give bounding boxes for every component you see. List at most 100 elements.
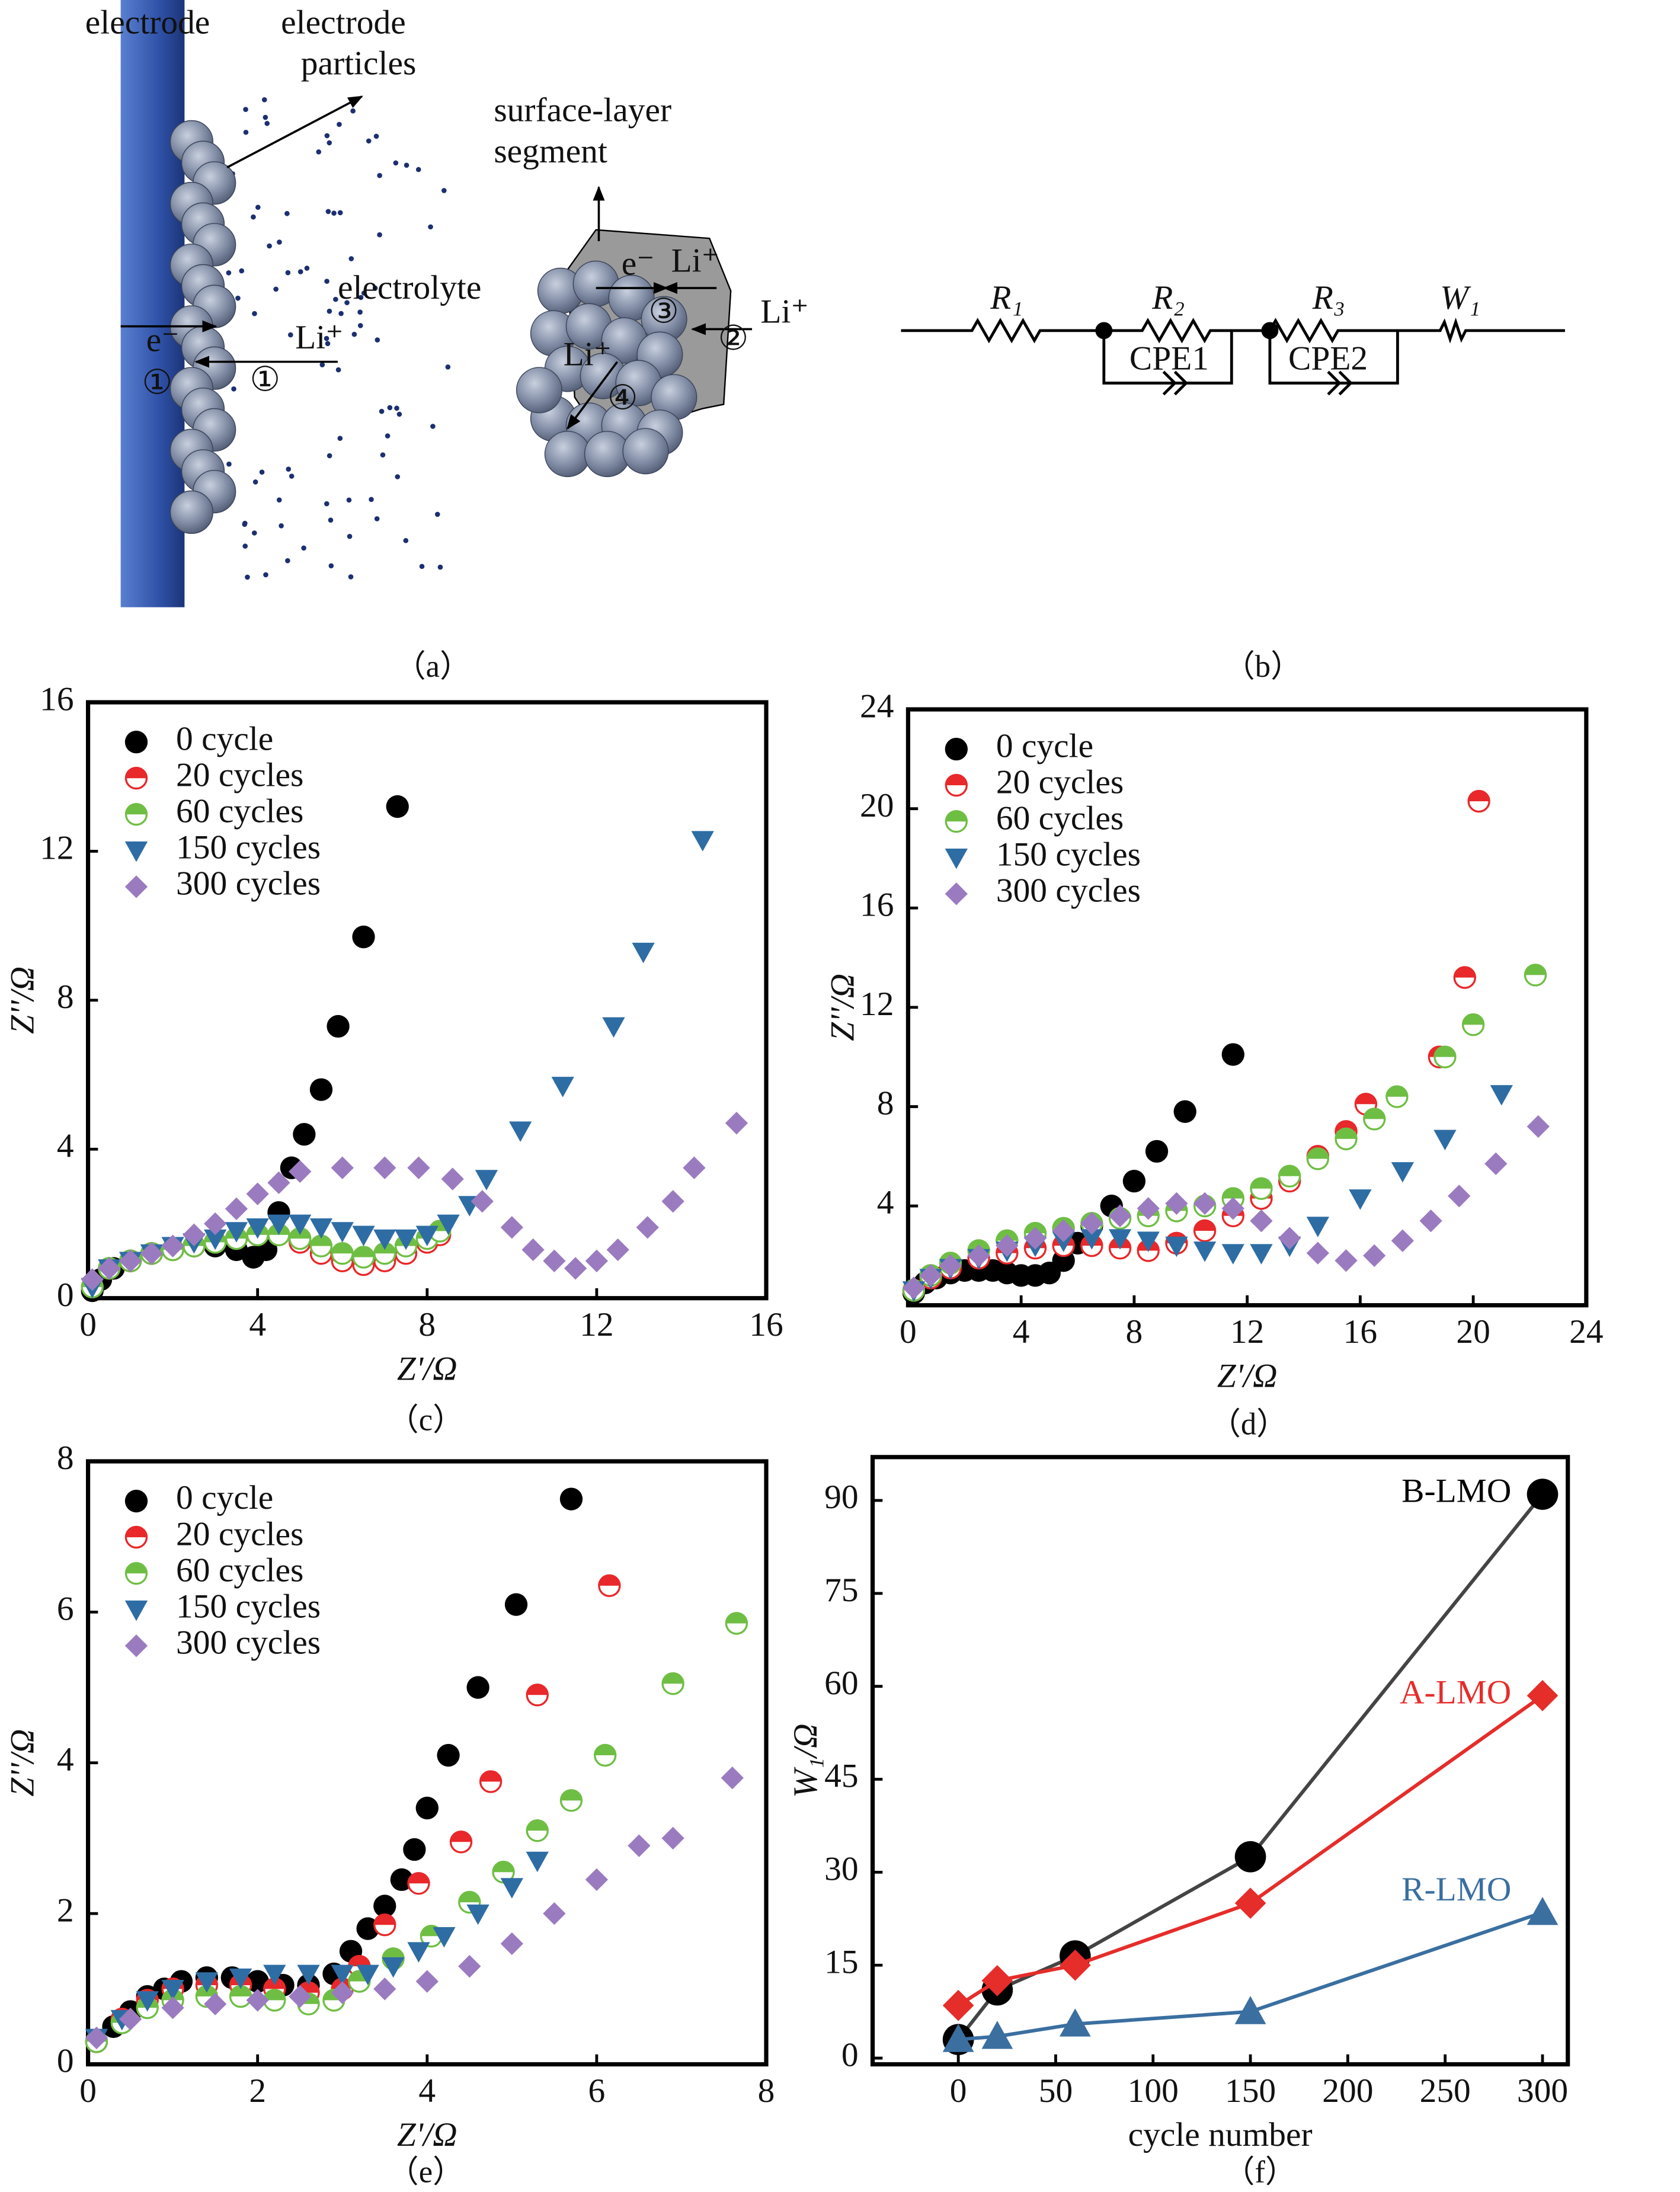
marker [1193, 1219, 1217, 1243]
dot [252, 479, 258, 485]
marker [594, 1743, 617, 1767]
marker [945, 848, 968, 869]
marker [1391, 1162, 1415, 1183]
marker-half [479, 1770, 503, 1782]
marker-half [526, 1684, 549, 1695]
label: ① [250, 361, 281, 399]
marker [1059, 1949, 1091, 1981]
marker-half [725, 1612, 748, 1624]
marker [1137, 1197, 1160, 1220]
caption: （c） [388, 1403, 464, 1437]
label: particles [301, 45, 417, 82]
y-tick-label: 4 [877, 1184, 894, 1221]
dot [347, 533, 353, 539]
marker [356, 1917, 379, 1940]
dot [338, 311, 344, 316]
particle [169, 490, 213, 534]
dot [263, 114, 268, 120]
marker [1385, 1085, 1409, 1108]
legend-label: 20 cycles [176, 1515, 303, 1553]
marker [183, 1223, 206, 1246]
marker [1250, 1244, 1273, 1265]
marker [1173, 1100, 1196, 1123]
caption: （d） [1209, 1407, 1288, 1442]
marker [229, 1968, 252, 1989]
particle [516, 367, 562, 414]
marker-half [1335, 1120, 1358, 1132]
marker [1448, 1185, 1471, 1208]
caption: （f） [1224, 2155, 1297, 2189]
marker [508, 1121, 532, 1143]
marker [1059, 2008, 1091, 2037]
marker [1193, 1241, 1217, 1262]
dot [361, 290, 367, 296]
dot [385, 433, 391, 439]
marker [81, 1268, 104, 1291]
y-tick-label: 90 [824, 1479, 858, 1516]
label: Li⁺ [564, 336, 612, 373]
x-tick-label: 24 [1569, 1313, 1603, 1351]
x-tick-label: 12 [1230, 1313, 1264, 1351]
particle [544, 431, 591, 478]
x-tick-label: 16 [749, 1306, 783, 1343]
marker-half [1467, 789, 1490, 802]
dot [297, 269, 303, 274]
marker [124, 1561, 148, 1585]
x-tick-label: 150 [1225, 2072, 1276, 2110]
dot [226, 461, 232, 467]
marker [602, 1017, 625, 1038]
marker [504, 1593, 528, 1616]
x-tick-label: 200 [1322, 2072, 1373, 2110]
marker-half [559, 1789, 583, 1801]
marker [1052, 1219, 1075, 1243]
marker [500, 1216, 524, 1239]
marker [526, 1684, 549, 1707]
marker [309, 1218, 333, 1239]
marker [466, 1904, 489, 1925]
y-tick-label: 45 [824, 1758, 858, 1795]
x-tick-label: 8 [418, 1306, 436, 1343]
marker [394, 1229, 418, 1250]
y-tick-label: 8 [57, 978, 74, 1016]
marker [1433, 1129, 1457, 1151]
label: Li⁺ [760, 293, 808, 331]
marker [1453, 966, 1476, 989]
y-tick-label: 2 [57, 1892, 74, 1929]
dot [286, 466, 292, 472]
marker [996, 1234, 1019, 1257]
marker [1278, 1227, 1301, 1250]
marker [1122, 1169, 1146, 1193]
chart: 0 50 100 150 200 250 300 0 15 30 45 60 75 90 cycle num… [787, 1455, 1570, 2153]
caption: （a） [395, 649, 471, 684]
dot [288, 332, 293, 338]
dot [396, 411, 402, 417]
dot [372, 285, 378, 291]
y-tick-label: 60 [824, 1665, 858, 1702]
marker [945, 810, 968, 833]
dot [344, 300, 350, 306]
marker [373, 1156, 396, 1179]
y-tick-label: 12 [860, 985, 894, 1023]
marker [1467, 789, 1490, 813]
dot [251, 214, 256, 220]
marker [1524, 964, 1547, 987]
marker [479, 1770, 503, 1793]
marker [246, 1970, 269, 1993]
legend-label: 150 cycles [996, 836, 1141, 873]
marker [204, 1212, 227, 1236]
marker-half [449, 1831, 473, 1842]
marker [407, 1156, 430, 1179]
dot [350, 108, 356, 114]
marker [466, 1676, 489, 1699]
y-tick-label: 0 [57, 1276, 74, 1314]
marker [124, 1525, 148, 1549]
marker [475, 1170, 498, 1191]
x-axis-label: Z'/Ω [1217, 1357, 1278, 1394]
dot [324, 501, 329, 507]
x-tick-label: 300 [1517, 2072, 1568, 2110]
dot [373, 133, 379, 139]
label: e⁻ [622, 245, 655, 282]
dot [324, 279, 329, 284]
marker [945, 774, 968, 797]
marker [124, 803, 148, 826]
